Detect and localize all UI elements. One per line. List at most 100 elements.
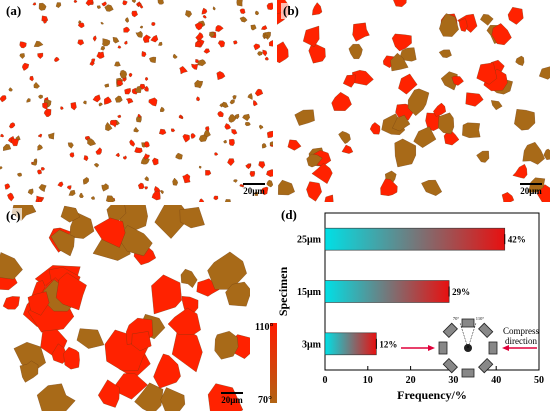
grain	[151, 22, 156, 26]
grain	[391, 33, 412, 52]
grain	[390, 52, 409, 72]
grain	[17, 172, 22, 177]
grain	[159, 128, 167, 135]
grain	[522, 142, 545, 165]
grain	[149, 56, 157, 63]
grain	[60, 205, 80, 223]
arrowhead-right	[502, 345, 509, 351]
grain	[225, 281, 253, 307]
grain	[125, 98, 134, 104]
grain	[2, 296, 20, 310]
roller	[461, 318, 475, 328]
grain	[0, 133, 4, 138]
grain	[278, 179, 295, 196]
y-tick-label: 25μm	[297, 235, 322, 246]
grain	[247, 93, 253, 100]
grain	[261, 143, 267, 149]
grain	[79, 193, 84, 198]
legend-min-label: 70°	[258, 395, 272, 406]
grain	[311, 163, 333, 184]
scale-text-c: 20μm	[221, 395, 243, 405]
grain	[4, 183, 11, 190]
grain	[144, 141, 150, 148]
grain	[98, 379, 120, 408]
grain	[105, 122, 113, 132]
grain	[239, 8, 246, 14]
grain	[199, 198, 205, 202]
grain	[54, 56, 60, 62]
grain	[115, 152, 120, 158]
y-axis-label: Specimen	[277, 267, 290, 317]
grain	[139, 25, 143, 29]
grain	[114, 95, 123, 103]
grain-map-b	[277, 0, 550, 202]
grain	[87, 138, 97, 146]
grain	[254, 10, 259, 16]
grain	[8, 87, 13, 92]
grain	[43, 108, 52, 117]
grain	[234, 113, 240, 120]
grain	[259, 124, 264, 130]
grain	[76, 328, 105, 349]
roller	[442, 322, 458, 338]
grain	[197, 59, 207, 67]
grain	[209, 31, 216, 38]
grain	[543, 148, 550, 160]
grain	[225, 199, 231, 202]
grain	[104, 96, 112, 105]
grain	[268, 40, 273, 47]
grain	[55, 2, 62, 8]
grain	[261, 25, 268, 30]
grain	[203, 128, 211, 137]
grain	[140, 156, 150, 165]
roller	[442, 358, 458, 374]
grain	[36, 383, 76, 411]
roller	[461, 368, 475, 378]
grain	[111, 373, 148, 400]
grain	[145, 77, 149, 81]
grain	[38, 2, 47, 11]
grain	[207, 383, 244, 411]
grain	[134, 147, 143, 154]
grain	[7, 192, 15, 202]
grain	[180, 116, 184, 120]
panel-label-a: (a)	[4, 3, 24, 19]
grain	[514, 109, 536, 131]
grain	[131, 331, 152, 351]
grain	[83, 177, 89, 185]
grain	[33, 40, 44, 47]
grain	[157, 0, 164, 5]
grain	[135, 30, 143, 38]
grain	[507, 7, 524, 25]
grain	[413, 126, 437, 148]
grain	[232, 95, 237, 100]
grain	[490, 100, 503, 111]
frequency-chart-panel: (d) 0 10 20 30 40 50 Frequency/% Specimen 3μm 15μ…	[277, 205, 550, 411]
grain	[37, 144, 43, 151]
grain	[512, 163, 528, 179]
grain	[198, 165, 202, 169]
compress-direction-label: Compress	[503, 326, 539, 336]
grain	[69, 152, 75, 158]
grain	[9, 122, 16, 129]
grain	[27, 188, 34, 195]
chart-bars: 12% 29% 42%	[324, 227, 526, 356]
grain	[3, 144, 12, 151]
grain	[117, 45, 122, 49]
grain	[308, 42, 326, 64]
grain	[104, 83, 110, 88]
grain	[101, 1, 107, 7]
grain	[102, 38, 111, 47]
grain	[179, 66, 188, 75]
bar	[324, 280, 450, 303]
grain	[223, 140, 227, 144]
grain	[26, 98, 31, 103]
grain	[196, 96, 200, 102]
grain	[151, 274, 182, 315]
x-tick-label: 0	[323, 375, 328, 386]
scale-text-b: 20μm	[520, 186, 542, 196]
grain	[277, 41, 289, 64]
grain	[233, 179, 238, 183]
grain	[134, 382, 164, 411]
